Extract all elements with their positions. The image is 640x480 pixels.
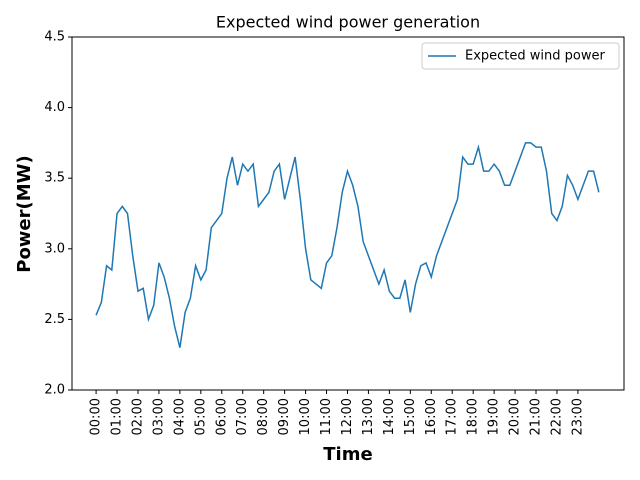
x-tick-label: 22:00 — [549, 398, 564, 435]
legend-box — [421, 42, 620, 70]
x-tick-label: 00:00 — [89, 398, 104, 435]
x-tick-label: 03:00 — [151, 398, 166, 435]
x-axis-label: Time — [323, 444, 372, 465]
y-tick-label: 4.5 — [44, 30, 65, 45]
x-tick-label: 01:00 — [110, 398, 125, 435]
x-tick-label: 20:00 — [508, 398, 523, 435]
x-tick-label: 12:00 — [340, 398, 355, 435]
x-tick-label: 16:00 — [424, 398, 439, 435]
y-tick-label: 3.0 — [44, 241, 65, 256]
x-tick-label: 21:00 — [529, 398, 544, 435]
x-tick-label: 13:00 — [361, 398, 376, 435]
x-tick-label: 14:00 — [382, 398, 397, 435]
x-tick-label: 07:00 — [235, 398, 250, 435]
y-tick-label: 3.5 — [44, 171, 65, 186]
x-tick-label: 18:00 — [466, 398, 481, 435]
x-tick-label: 19:00 — [487, 398, 502, 435]
x-tick-label: 10:00 — [298, 398, 313, 435]
y-tick-label: 2.0 — [44, 383, 65, 398]
x-tick-label: 11:00 — [319, 398, 334, 435]
data-line — [95, 142, 600, 348]
x-tick-label: 17:00 — [445, 398, 460, 435]
x-tick-label: 15:00 — [403, 398, 418, 435]
x-tick-label: 23:00 — [570, 398, 585, 435]
x-tick-label: 09:00 — [277, 398, 292, 435]
x-tick-label: 08:00 — [256, 398, 271, 435]
y-tick-label: 4.0 — [44, 100, 65, 115]
x-tick-label: 04:00 — [172, 398, 187, 435]
chart-title: Expected wind power generation — [216, 13, 480, 32]
x-tick-label: 05:00 — [193, 398, 208, 435]
plot-frame — [71, 36, 625, 391]
legend-label: Expected wind power — [465, 49, 605, 64]
x-tick-label: 02:00 — [130, 398, 145, 435]
y-axis-label: Power(MW) — [14, 155, 35, 273]
x-tick-label: 06:00 — [214, 398, 229, 435]
y-tick-label: 2.5 — [44, 312, 65, 327]
